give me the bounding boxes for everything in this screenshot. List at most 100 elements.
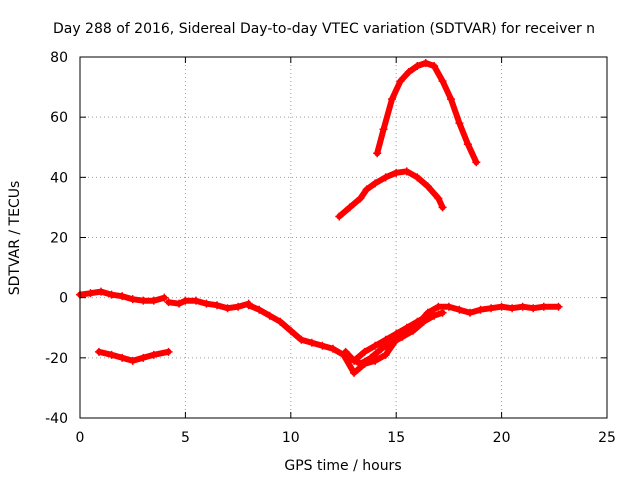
data-point: [508, 304, 517, 313]
data-point: [118, 292, 127, 301]
data-point: [381, 335, 390, 344]
x-tick-label: 10: [282, 430, 300, 446]
data-point: [191, 296, 200, 305]
series-line: [374, 60, 480, 166]
data-point: [118, 353, 127, 362]
data-point: [402, 167, 411, 176]
data-point: [307, 338, 316, 347]
data-point: [175, 299, 184, 308]
data-point: [387, 338, 396, 347]
x-tick-label: 20: [493, 430, 511, 446]
data-point: [434, 302, 443, 311]
data-point: [487, 304, 496, 313]
data-point: [139, 296, 148, 305]
data-point: [164, 298, 173, 307]
y-tick-label: 20: [50, 231, 68, 247]
data-point: [381, 173, 390, 182]
data-point: [350, 368, 359, 377]
data-point: [160, 293, 169, 302]
data-point: [371, 179, 380, 188]
data-point: [402, 323, 411, 332]
data-point: [164, 347, 173, 356]
data-point: [297, 335, 306, 344]
data-point: [335, 212, 344, 221]
data-point: [373, 149, 382, 158]
data-point: [244, 301, 253, 310]
data-point: [465, 308, 474, 317]
series-line: [346, 309, 446, 367]
data-point: [392, 168, 401, 177]
data-point: [149, 296, 158, 305]
data-point: [328, 344, 337, 353]
data-point: [350, 356, 359, 365]
data-point: [94, 347, 103, 356]
data-point: [444, 302, 453, 311]
data-point: [539, 302, 548, 311]
data-point: [413, 317, 422, 326]
data-point: [234, 302, 243, 311]
series-negative-arc: [94, 347, 173, 365]
data-point: [86, 289, 95, 298]
data-point: [265, 311, 274, 320]
data-point: [202, 299, 211, 308]
data-point: [213, 301, 222, 310]
data-point: [396, 77, 405, 86]
data-point: [413, 62, 422, 71]
data-point: [128, 295, 137, 304]
data-point: [362, 185, 371, 194]
x-tick-label: 5: [181, 430, 190, 446]
data-point: [366, 353, 375, 362]
data-point: [139, 353, 148, 362]
data-point: [356, 194, 365, 203]
data-point: [554, 302, 563, 311]
plot-frame: [79, 56, 608, 419]
x-tick-label: 15: [387, 430, 405, 446]
data-point: [360, 347, 369, 356]
data-point: [447, 95, 456, 104]
data-point: [398, 332, 407, 341]
data-point: [392, 329, 401, 338]
series-line: [336, 168, 446, 220]
data-point: [276, 317, 285, 326]
series-line: [96, 348, 172, 364]
data-point: [463, 140, 472, 149]
data-point: [413, 173, 422, 182]
data-point: [404, 68, 413, 77]
data-point: [529, 304, 538, 313]
y-tick-label: 80: [50, 50, 68, 66]
data-point: [356, 359, 365, 368]
data-point: [409, 326, 418, 335]
y-tick-label: -40: [45, 411, 68, 427]
data-point: [149, 350, 158, 359]
data-point: [423, 311, 432, 320]
data-point: [476, 305, 485, 314]
data-point: [318, 341, 327, 350]
data-point: [421, 59, 430, 68]
data-point: [345, 203, 354, 212]
data-point: [286, 326, 295, 335]
data-point: [518, 302, 527, 311]
series-layer: [76, 59, 563, 377]
data-point: [371, 341, 380, 350]
data-point: [438, 203, 447, 212]
data-point: [128, 356, 137, 365]
data-point: [107, 350, 116, 359]
data-point: [371, 356, 380, 365]
data-point: [341, 347, 350, 356]
data-point: [379, 125, 388, 134]
chart-title: Day 288 of 2016, Sidereal Day-to-day VTE…: [53, 21, 595, 37]
data-point: [377, 344, 386, 353]
data-point: [181, 296, 190, 305]
data-point: [438, 308, 447, 317]
data-point: [472, 158, 481, 167]
data-point: [97, 287, 106, 296]
data-point: [255, 305, 264, 314]
data-point: [434, 194, 443, 203]
series-mid-arc: [335, 167, 447, 221]
data-point: [497, 302, 506, 311]
data-point: [223, 304, 232, 313]
x-axis-label: GPS time / hours: [284, 458, 401, 474]
series-decline-track-3: [341, 311, 432, 365]
y-tick-label: 60: [50, 110, 68, 126]
series-high-arc: [373, 59, 481, 167]
